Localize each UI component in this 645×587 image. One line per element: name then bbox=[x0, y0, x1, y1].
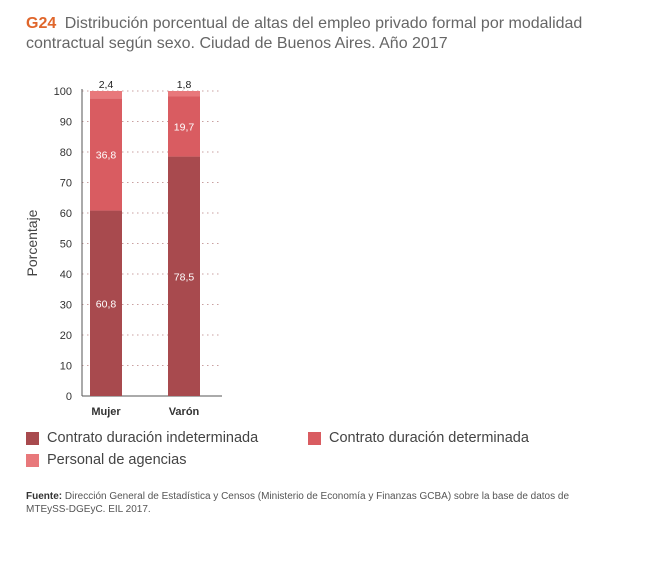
legend-item-indeterminada: Contrato duración indeterminada bbox=[26, 430, 258, 446]
data-label-varón-series-2: 1,8 bbox=[177, 79, 192, 91]
y-tick-label-40: 40 bbox=[60, 269, 72, 281]
y-tick-label-60: 60 bbox=[60, 208, 72, 220]
bar-varón-series-2 bbox=[168, 91, 200, 97]
bar-mujer-series-1 bbox=[90, 98, 122, 211]
figure-id: G24 bbox=[26, 15, 57, 32]
y-tick-label-0: 0 bbox=[66, 391, 72, 403]
data-label-mujer-series-1: 36,8 bbox=[96, 149, 117, 161]
stacked-bar-chart: 0 10 20 30 40 50 60 70 80 90 100 Porcentaje 60,8 36,8… bbox=[24, 79, 222, 418]
bar-mujer-series-2 bbox=[90, 91, 122, 99]
legend-label-agencias: Personal de agencias bbox=[47, 452, 187, 468]
legend-label-indeterminada: Contrato duración indeterminada bbox=[47, 430, 259, 446]
legend-swatch-determinada bbox=[308, 431, 321, 445]
y-tick-label-20: 20 bbox=[60, 330, 72, 342]
chart-title: Distribución porcentual de altas del emp… bbox=[26, 15, 583, 52]
y-tick-label-90: 90 bbox=[60, 117, 72, 129]
y-tick-label-10: 10 bbox=[60, 361, 72, 373]
source-note: Fuente: Dirección General de Estadística… bbox=[26, 490, 606, 516]
data-label-varón-series-1: 19,7 bbox=[174, 122, 195, 134]
chart-title-block: G24 Distribución porcentual de altas del… bbox=[26, 14, 626, 54]
legend-swatch-indeterminada bbox=[26, 431, 39, 445]
y-tick-label-50: 50 bbox=[60, 239, 72, 251]
source-text: Dirección General de Estadística y Censo… bbox=[26, 491, 570, 515]
bar-varón-series-0 bbox=[168, 156, 200, 396]
legend-swatch-agencias bbox=[26, 453, 39, 467]
legend-label-determinada: Contrato duración determinada bbox=[329, 430, 529, 446]
legend-item-determinada: Contrato duración determinada bbox=[308, 430, 529, 446]
legend-item-agencias: Personal de agencias bbox=[26, 452, 186, 468]
bar-mujer-series-0 bbox=[90, 210, 122, 396]
data-label-mujer-series-0: 60,8 bbox=[96, 298, 117, 310]
y-tick-label-80: 80 bbox=[60, 147, 72, 159]
data-label-mujer-series-2: 2,4 bbox=[99, 79, 114, 91]
data-label-varón-series-0: 78,5 bbox=[174, 271, 195, 283]
y-tick-label-30: 30 bbox=[60, 300, 72, 312]
y-tick-label-100: 100 bbox=[54, 86, 72, 98]
y-tick-label-70: 70 bbox=[60, 178, 72, 190]
x-tick-label-varón: Varón bbox=[169, 406, 200, 418]
bar-varón-series-1 bbox=[168, 96, 200, 157]
x-tick-label-mujer: Mujer bbox=[91, 406, 121, 418]
y-axis-label: Porcentaje bbox=[24, 209, 40, 276]
source-label: Fuente: bbox=[26, 491, 63, 502]
